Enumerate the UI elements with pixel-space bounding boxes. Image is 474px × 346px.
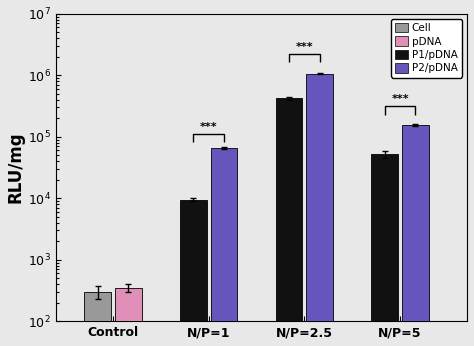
Y-axis label: RLU/mg: RLU/mg — [7, 132, 25, 203]
Text: ***: *** — [296, 42, 313, 52]
Bar — [276, 98, 302, 346]
Bar — [210, 148, 237, 346]
Legend: Cell, pDNA, P1/pDNA, P2/pDNA: Cell, pDNA, P1/pDNA, P2/pDNA — [391, 19, 462, 78]
Bar — [115, 288, 142, 346]
Bar — [180, 200, 207, 346]
Bar — [306, 74, 333, 346]
Bar — [84, 292, 111, 346]
Text: ***: *** — [200, 121, 218, 131]
Bar — [371, 154, 398, 346]
Text: ***: *** — [391, 94, 409, 104]
Bar — [402, 125, 429, 346]
